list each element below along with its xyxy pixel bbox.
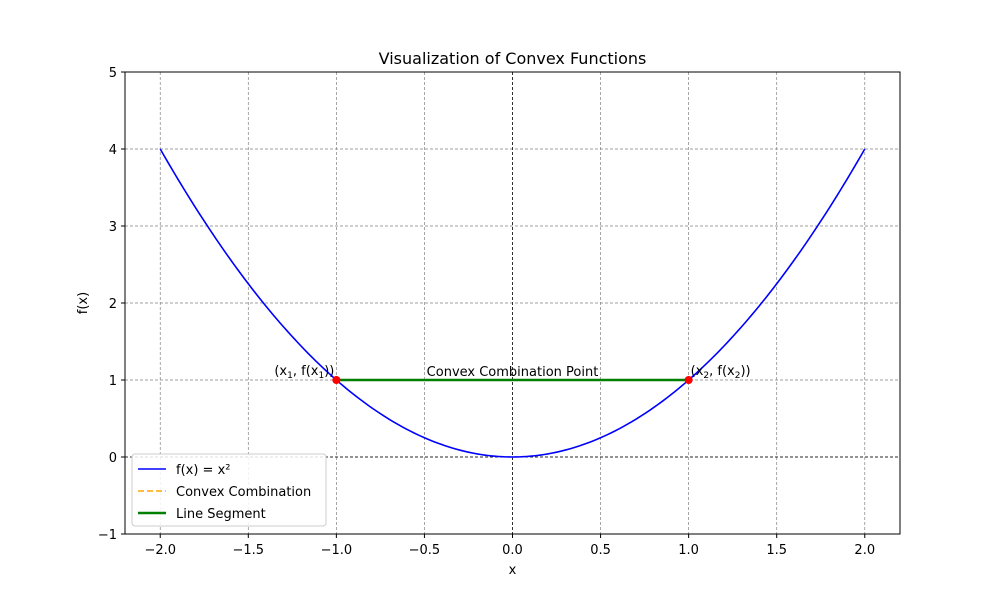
legend-label: Convex Combination <box>176 485 311 500</box>
x-axis-label: x <box>509 563 517 578</box>
y-tick-label: 0 <box>109 451 117 466</box>
series-layer <box>159 148 866 458</box>
point-label: (x2, f(x2)) <box>691 364 751 381</box>
annotations: (x1, f(x1)) (x2, f(x2)) Convex Combination… <box>274 364 750 381</box>
x-tick-label: −0.5 <box>409 543 441 558</box>
legend-label: Line Segment <box>176 507 266 522</box>
chart-title: Visualization of Convex Functions <box>379 49 647 68</box>
x-tick-label: 1.5 <box>766 543 787 558</box>
points-layer <box>332 376 693 384</box>
x-tick-label: 2.0 <box>854 543 875 558</box>
y-tick-label: −1 <box>98 528 117 543</box>
legend-box <box>131 453 327 527</box>
y-tick-label: 1 <box>109 374 117 389</box>
legend: f(x) = x² Convex Combination Line Segment <box>131 453 327 527</box>
series-function-curve <box>159 148 866 458</box>
legend-label: f(x) = x² <box>176 463 230 478</box>
y-axis-label: f(x) <box>76 292 91 314</box>
data-point <box>332 376 341 384</box>
x-tick-label: −1.0 <box>321 543 353 558</box>
x-tick-label: −2.0 <box>144 543 176 558</box>
x-tick-label: 1.0 <box>678 543 699 558</box>
y-tick-label: 2 <box>109 297 117 312</box>
data-point <box>684 376 693 384</box>
annotation-text: Convex Combination Point <box>427 365 599 380</box>
ticks: −2.0 −1.5 −1.0 −0.5 0.0 0.5 1.0 1.5 2.0 −1 0 1 2 3 4 5 <box>98 66 875 558</box>
x-tick-label: 0.0 <box>502 543 523 558</box>
point-label: (x1, f(x1)) <box>274 364 334 381</box>
x-tick-label: −1.5 <box>233 543 265 558</box>
y-tick-label: 5 <box>109 66 117 81</box>
y-tick-label: 3 <box>109 220 117 235</box>
y-tick-label: 4 <box>109 143 117 158</box>
x-tick-label: 0.5 <box>590 543 611 558</box>
